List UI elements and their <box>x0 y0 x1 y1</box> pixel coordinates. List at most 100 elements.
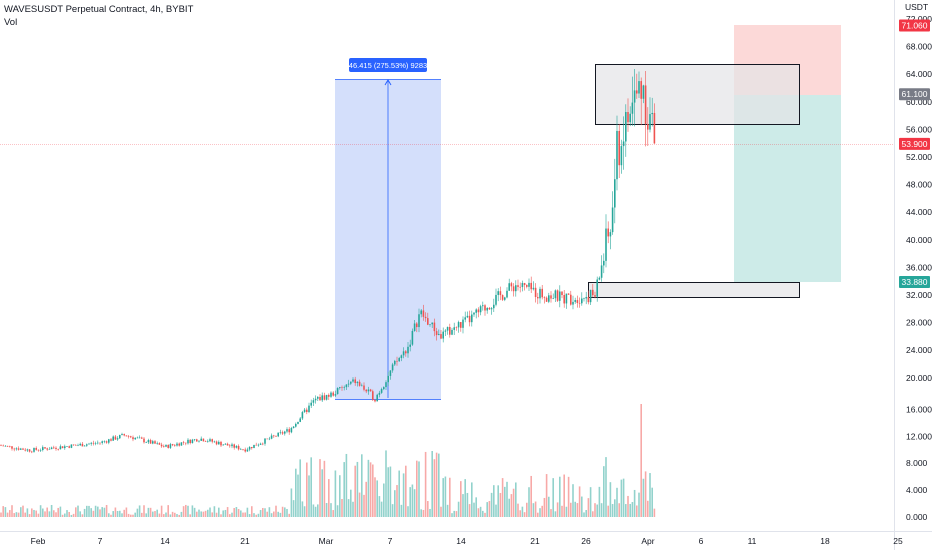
candle-body <box>9 445 11 447</box>
measure-label: 46.415 (275.53%) 9283 <box>349 61 427 70</box>
candle-body <box>328 394 330 397</box>
volume-bar <box>330 503 332 517</box>
candle-body <box>424 316 427 319</box>
volume-bar <box>583 512 585 517</box>
volume-label[interactable]: Vol <box>4 17 18 28</box>
candle-body <box>284 431 286 434</box>
candle-body <box>585 297 587 299</box>
candle-body <box>17 448 20 450</box>
candle-body <box>198 440 200 442</box>
candle-body <box>347 383 350 385</box>
candle-body <box>2 445 4 447</box>
candle-body <box>402 351 405 356</box>
price-axis-tick: 28.000 <box>906 318 932 328</box>
volume-bar <box>556 502 559 517</box>
candle-body <box>627 112 629 123</box>
volume-bar <box>394 490 396 517</box>
volume-bar <box>620 479 623 517</box>
volume-bar <box>574 501 576 517</box>
volume-bar <box>455 511 458 517</box>
candle-body <box>112 436 114 441</box>
volume-bar <box>90 508 92 517</box>
volume-bar <box>251 506 253 517</box>
volume-bar <box>383 483 385 517</box>
candle-body <box>482 305 484 307</box>
volume-bar <box>387 467 389 517</box>
volume-bar <box>600 503 603 517</box>
candle-body <box>453 327 455 330</box>
time-axis-tick: 26 <box>581 536 591 546</box>
measure-arrowhead <box>384 79 392 86</box>
candle-body <box>493 304 495 309</box>
candle-body <box>39 450 42 451</box>
volume-bar <box>605 457 607 517</box>
volume-bar <box>310 457 312 517</box>
candle-body <box>625 112 627 142</box>
price-tags: 71.060 61.100 53.900 33.880 <box>899 19 930 289</box>
candle-body <box>88 443 90 445</box>
candle-body <box>218 441 220 445</box>
volume-bar <box>341 499 343 517</box>
volume-bar <box>563 474 565 517</box>
candle-body <box>94 443 97 444</box>
volume-bar <box>477 508 480 517</box>
candle-body <box>68 446 70 448</box>
candle-body <box>152 441 154 444</box>
volume-bar <box>262 507 264 517</box>
candle-body <box>583 298 585 300</box>
price-tag-target <box>899 19 930 32</box>
candle-body <box>636 90 638 94</box>
volume-bar <box>319 459 321 517</box>
volume-bar <box>521 506 524 517</box>
volume-bar <box>328 479 330 517</box>
volume-bar <box>486 502 488 517</box>
volume-bar <box>422 509 425 517</box>
volume-bar <box>169 514 172 517</box>
volume-bar <box>66 510 68 517</box>
candle-body <box>110 439 112 441</box>
volume-bar <box>512 488 515 517</box>
volume-bar <box>451 513 453 517</box>
price-tag-last-text: 53.900 <box>902 139 928 149</box>
time-axis[interactable]: Feb 7 14 21 Mar 7 14 21 26 Apr 6 11 18 25 <box>31 536 903 546</box>
volume-bar <box>215 512 218 517</box>
symbol-title[interactable]: WAVESUSDT Perpetual Contract, 4h, BYBIT <box>4 4 194 15</box>
volume-bar <box>396 485 398 517</box>
candle-body <box>165 444 167 447</box>
candle-body <box>620 146 623 166</box>
volume-bar <box>367 459 370 517</box>
candle-body <box>490 308 493 310</box>
candle-body <box>556 290 559 301</box>
candle-body <box>416 323 418 328</box>
price-tag-stop-text: 33.880 <box>902 277 928 287</box>
volume-bar <box>77 505 79 517</box>
candle-body <box>477 309 480 313</box>
candle-body <box>11 446 13 449</box>
volume-bar <box>389 466 392 517</box>
candle-body <box>90 442 92 444</box>
candle-body <box>600 265 603 278</box>
candle-body <box>154 441 156 444</box>
candle-body <box>92 442 95 444</box>
volume-bar <box>339 475 341 517</box>
candle-body <box>127 436 130 437</box>
candle-body <box>299 418 301 422</box>
stop-zone[interactable] <box>734 95 841 282</box>
price-axis-tick: 56.000 <box>906 124 932 134</box>
candle-body <box>339 387 341 389</box>
support-box[interactable] <box>588 282 800 298</box>
volume-bar <box>253 513 255 517</box>
volume-bar <box>299 459 301 517</box>
volume-bar <box>279 512 282 517</box>
candle-body <box>618 130 620 166</box>
volume-bar <box>297 474 299 517</box>
time-axis-tick: 21 <box>240 536 250 546</box>
candle-body <box>266 438 268 440</box>
volume-bar <box>420 509 422 517</box>
candle-body <box>33 448 35 452</box>
price-axis[interactable]: 72.000 68.000 64.000 60.000 56.000 52.000 48.0… <box>906 14 932 522</box>
candle-body <box>202 438 205 442</box>
candle-body <box>530 282 532 290</box>
